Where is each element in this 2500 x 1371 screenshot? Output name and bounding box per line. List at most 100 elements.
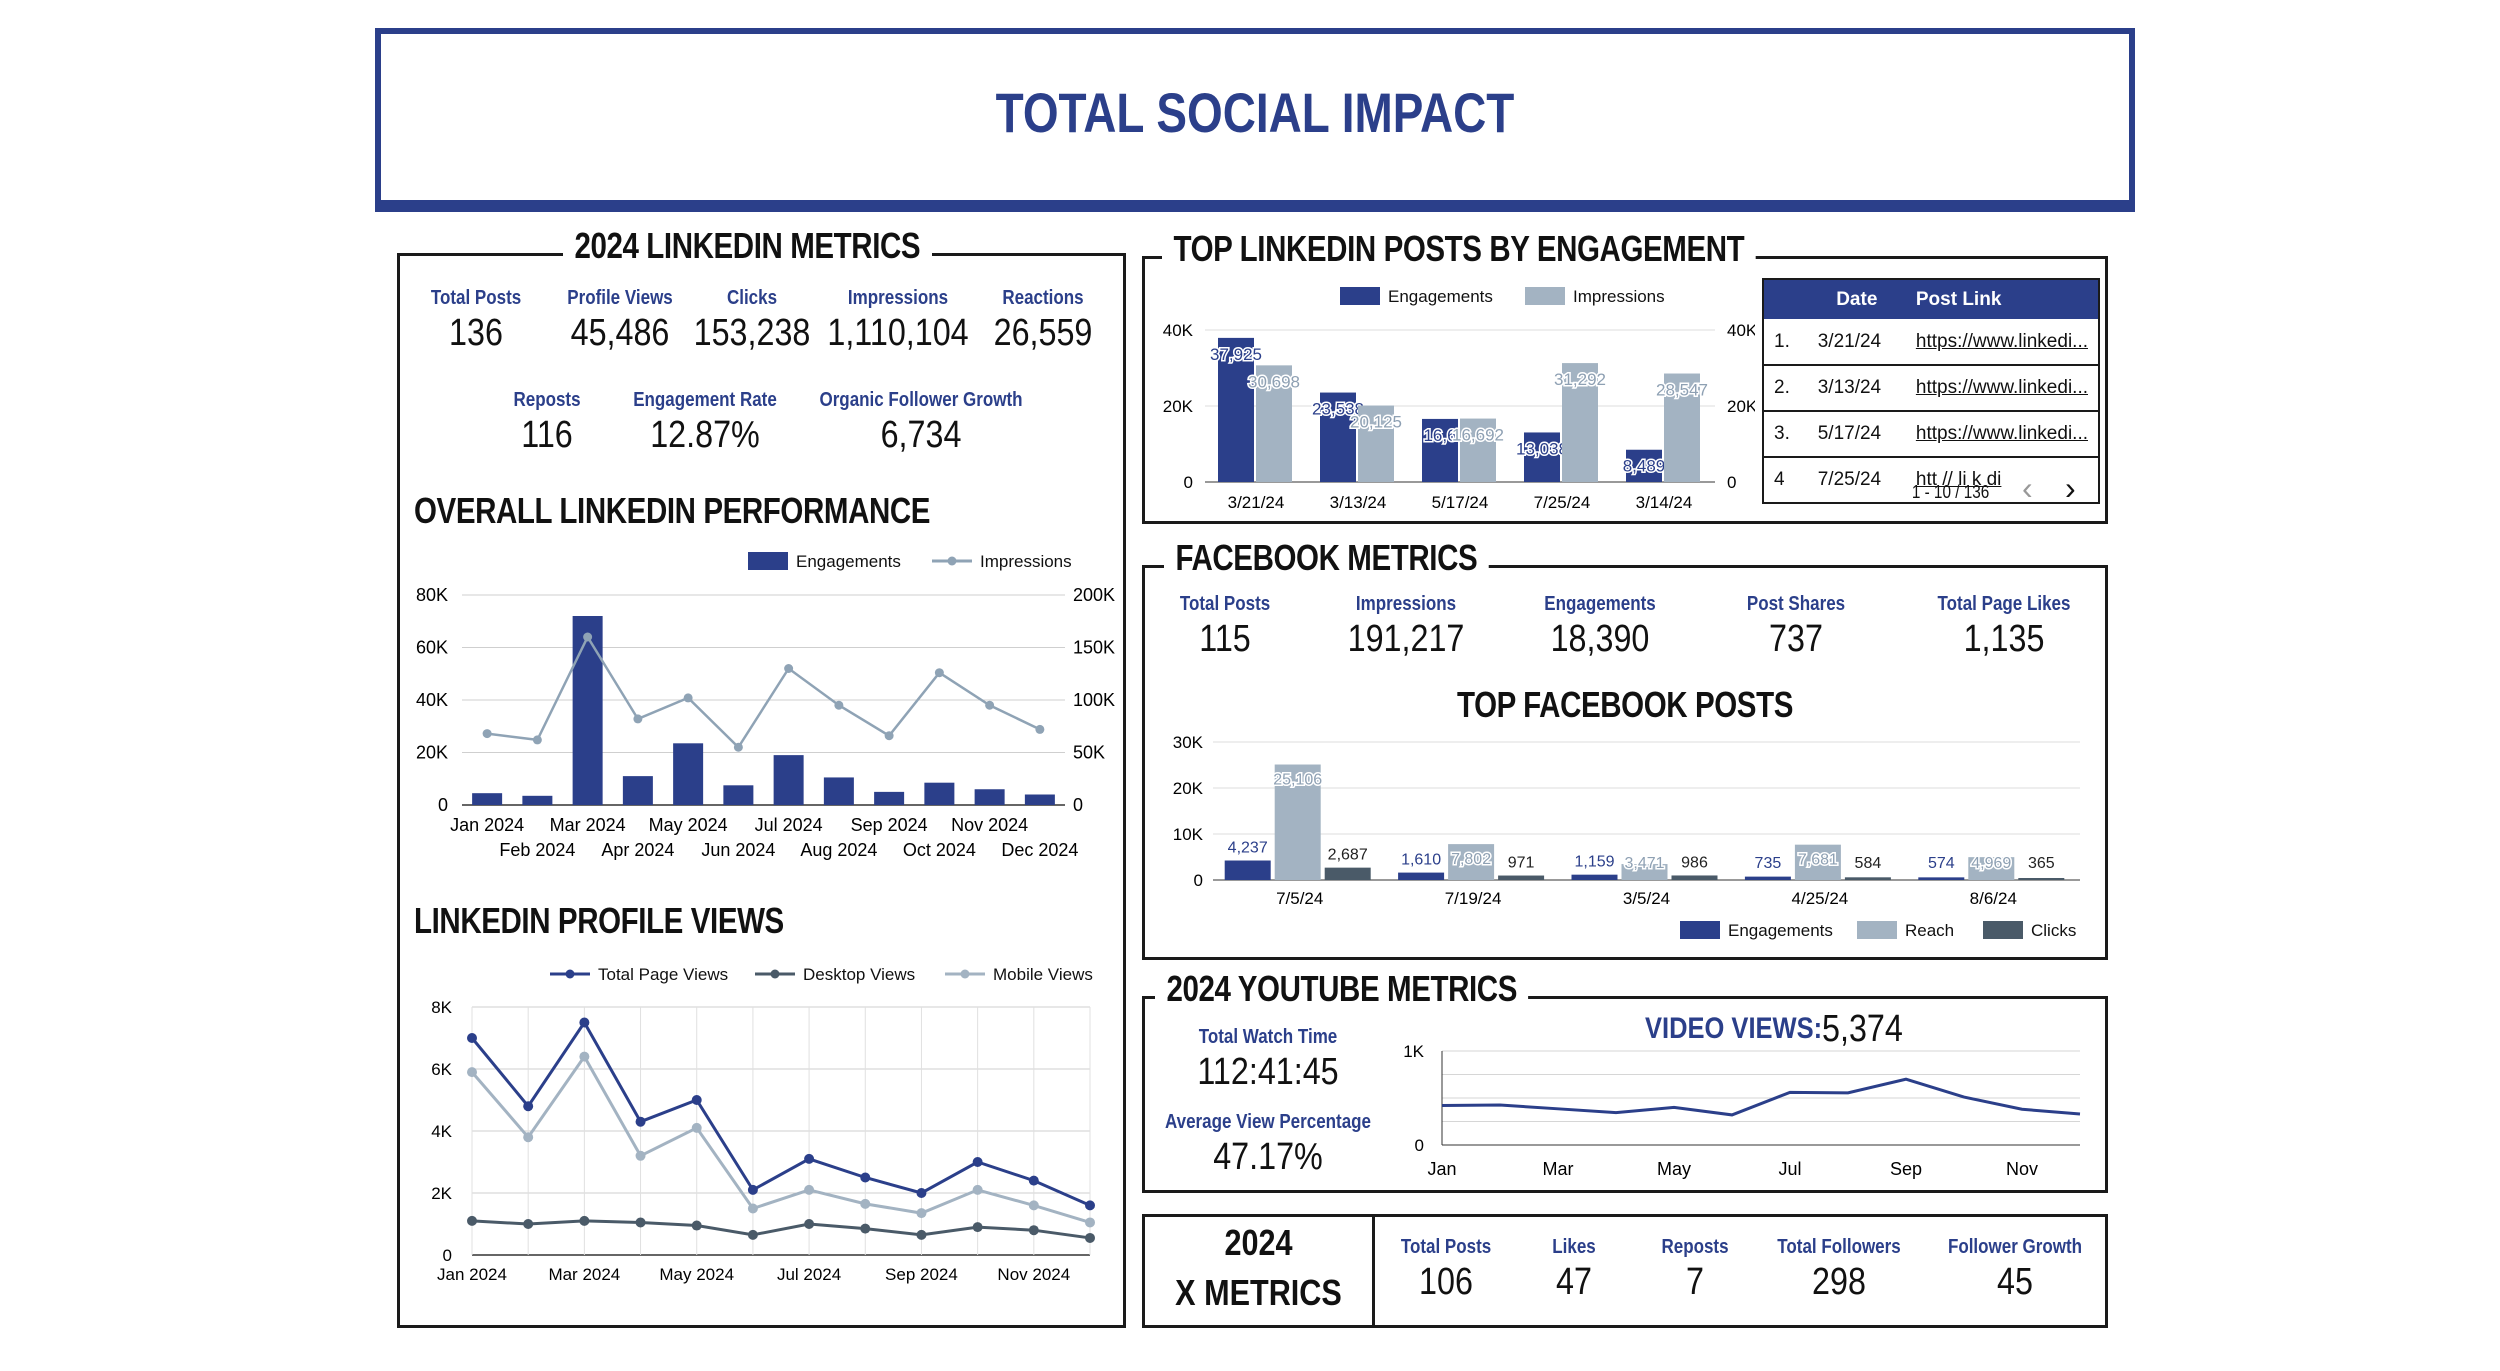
point-mobile-views [579,1051,590,1062]
data-label-engagements: 4,237 [1228,840,1268,857]
bar-engagements [723,785,754,805]
data-label-clicks: 971 [1508,855,1535,872]
legend-mobile-views-label: Mobile Views [993,965,1093,984]
metric-label: Total Followers [1777,1236,1901,1258]
metric-label: Likes [1552,1236,1596,1258]
point-total-page-views [635,1116,646,1127]
row-index: 2. [1763,365,1808,412]
top-posts-table: Date Post Link 1. 3/21/24 https://www.li… [1762,278,2100,504]
point-impressions [633,714,643,724]
line-impressions [486,634,1041,750]
row-index: 4 [1774,469,1785,490]
x-tick-label: Jun 2024 [701,840,775,860]
y-tick-label: 6K [431,1060,452,1079]
legend-engagements-label: Engagements [1388,287,1493,306]
row-post-link[interactable]: https://www.linkedi... [1905,411,2099,458]
point-desktop-views [467,1215,477,1226]
table-header-date[interactable]: Date [1807,279,1906,319]
row-post-link[interactable]: htt // li k di [1915,469,2002,490]
metric-label: Engagement Rate [633,389,777,411]
point-mobile-views [1028,1200,1039,1211]
li-metric-total-posts: Total Posts 136 [423,287,529,355]
x-tick-label: 8/6/24 [1970,889,2017,908]
x-tick-label: May 2024 [649,815,728,835]
point-desktop-views [523,1219,534,1229]
table-row: 3. 5/17/24 https://www.linkedi... [1763,411,2099,458]
bar-impressions [1358,405,1394,482]
facebook-panel [1142,565,2108,960]
bar-engagements [1422,418,1458,482]
line-total-page-views [470,1019,1091,1207]
x-tick-label: Jan 2024 [437,1265,507,1284]
metric-label: Impressions [847,287,949,309]
row-post-link[interactable]: https://www.linkedi... [1905,319,2099,366]
li-metric-clicks: Clicks 153,238 [683,287,820,355]
overall-linkedin-chart: Engagements Impressions 0 0 20K 50K 40K 100K 60K… [416,552,1115,860]
bar-engagements [1744,876,1791,880]
point-mobile-views [523,1132,534,1143]
data-label-engagements: 1,610 [1401,852,1441,869]
table-pager-text: 1 - 10 / 136 [1911,482,1990,502]
metric-value: 6,734 [880,414,962,456]
bar-impressions [1664,373,1700,482]
x-metric-total-posts: Total Posts 106 [1393,1236,1499,1304]
data-label-clicks: 584 [1855,855,1882,872]
row-post-link[interactable]: https://www.linkedi... [1905,365,2099,412]
table-header-row: Date Post Link [1763,279,2099,319]
legend-impressions-marker [947,556,957,566]
line-desktop-views [471,1219,1091,1240]
y-tick-label: 80K [416,585,448,605]
point-mobile-views [860,1198,871,1209]
point-impressions [934,668,944,678]
table-row: 4 7/25/24 htt // li k di [1763,457,2099,503]
x-tick-label: Jan [1427,1159,1456,1179]
metric-label: Organic Follower Growth [819,389,1023,411]
legend-engagements-swatch [1680,921,1720,939]
profile-views-title: LINKEDIN PROFILE VIEWS [414,900,784,941]
top-linkedin-chart: Engagements Impressions 0 0 20K 20K 40K 40K 37,9… [1163,287,1755,512]
youtube-panel [1142,996,2108,1193]
point-total-page-views [579,1017,590,1028]
legend-desktop-views-marker [770,969,780,979]
point-mobile-views [804,1184,815,1195]
video-views-label: VIDEO VIEWS: [1645,1012,1823,1045]
bar-clicks [1324,867,1371,880]
point-total-page-views [747,1184,758,1195]
metric-value: 45 [1997,1261,2033,1303]
point-total-page-views [523,1101,534,1112]
point-impressions [482,729,492,739]
metric-label: Reposts [1661,1236,1729,1258]
x-tick-label: 4/25/24 [1792,889,1849,908]
metric-value: 47 [1556,1261,1592,1303]
y2-tick-label: 0 [1073,795,1083,815]
y-tick-label: 40K [416,690,448,710]
data-label-engagements: 37,925 [1210,345,1262,364]
point-impressions [733,742,743,752]
point-impressions [834,700,844,710]
bar-impressions [1460,418,1496,482]
yt-metric-watch-time: Total Watch Time 112:41:45 [1185,1026,1351,1094]
fb-metric-page-likes: Total Page Likes 1,135 [1926,593,2082,661]
legend-clicks-swatch [1983,921,2023,939]
x-tick-label: 7/25/24 [1534,493,1591,512]
table-header-link[interactable]: Post Link [1905,279,2099,319]
x-tick-label: May [1657,1159,1691,1179]
metric-value: 298 [1812,1261,1866,1303]
pager-prev-icon[interactable]: ‹ [2022,470,2033,506]
x-tick-label: 3/21/24 [1228,493,1285,512]
point-impressions [985,700,995,710]
table-row: 2. 3/13/24 https://www.linkedi... [1763,365,2099,412]
video-views-chart: 0 1K Jan Mar May Jul Sep Nov [1403,1042,2081,1179]
bar-clicks [1671,875,1718,880]
metric-label: Total Posts [1400,1236,1492,1258]
row-date: 5/17/24 [1807,411,1906,458]
metric-value: 7 [1686,1261,1704,1303]
bar-engagements [1218,337,1254,482]
bar-engagements [1024,794,1055,805]
data-label-engagements: 574 [1928,855,1955,872]
x-tick-label: Oct 2024 [903,840,976,860]
metric-value: 26,559 [993,312,1093,354]
y2-tick-label: 40K [1727,321,1755,340]
pager-next-icon[interactable]: › [2065,470,2076,506]
bar-engagements [622,776,653,805]
